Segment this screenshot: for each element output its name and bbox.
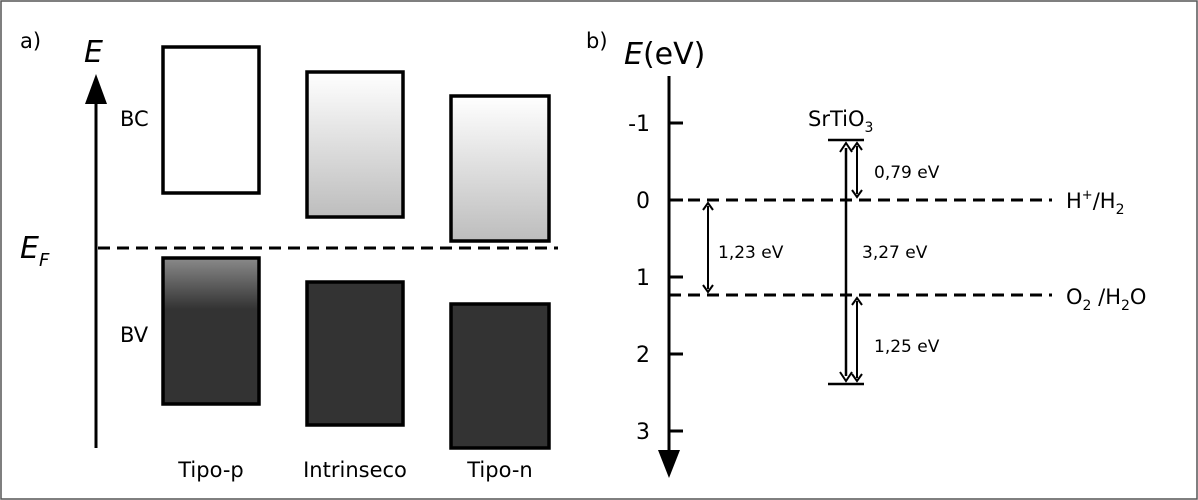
conduction-band-intrinseco (305, 70, 405, 219)
panel-b: b) E(eV) -1 0 1 2 3 H+/H2 O2 /H2O (586, 29, 1146, 478)
band-gap-arrow-top-head (839, 141, 853, 153)
column-label-intrinseco: Intrinseco (303, 458, 407, 482)
fermi-subscript: F (39, 250, 50, 271)
band-gap-arrow-bottom-head (839, 371, 853, 383)
tick-label: 0 (636, 189, 650, 214)
vb-offset-arrow-bottom-head (851, 373, 863, 383)
column-label-tipo-n: Tipo-n (466, 458, 532, 482)
valence-band-tipo-p (161, 256, 261, 406)
column-label-tipo-p: Tipo-p (177, 458, 244, 482)
tick-label: 1 (636, 266, 650, 291)
cb-offset-value: 0,79 eV (874, 163, 940, 183)
vb-offset-value: 1,25 eV (874, 337, 940, 357)
cb-offset-arrow-top-head (851, 141, 863, 151)
energy-axis-a-arrowhead (85, 74, 107, 104)
axis-b-ticks: -1 0 1 2 3 (628, 112, 683, 445)
panel-a-label: a) (20, 29, 41, 53)
water-split-value: 1,23 eV (718, 243, 784, 263)
fermi-level-label: EF (20, 231, 50, 271)
energy-axis-b-arrowhead (658, 450, 680, 478)
panel-a: a) E BC BV EF Tipo-p Intrinseco Tipo-n (20, 29, 558, 482)
o2-h2o-label: O2 /H2O (1066, 285, 1146, 314)
conduction-band-tipo-p (161, 45, 261, 195)
water-split-arrow-bottom-head (702, 284, 714, 294)
energy-axis-b-label: E(eV) (624, 37, 705, 72)
tick-label: 3 (636, 420, 650, 445)
conduction-band-tipo-n (449, 94, 551, 243)
bc-label: BC (120, 107, 149, 131)
valence-band-tipo-n (449, 302, 551, 450)
srtio3-label: SrTiO3 (808, 107, 873, 136)
tick-label: 2 (636, 343, 650, 368)
panel-b-label: b) (586, 29, 608, 53)
water-split-arrow-top-head (702, 201, 714, 211)
vb-offset-arrow-top-head (851, 296, 863, 306)
energy-axis-a-label: E (84, 35, 103, 70)
bv-label: BV (120, 323, 149, 347)
cb-offset-arrow-bottom-head (851, 189, 863, 199)
valence-band-intrinseco (305, 280, 405, 427)
band-gap-value: 3,27 eV (862, 243, 928, 263)
tick-label: -1 (628, 112, 650, 137)
h-plus-h2-label: H+/H2 (1066, 188, 1125, 218)
